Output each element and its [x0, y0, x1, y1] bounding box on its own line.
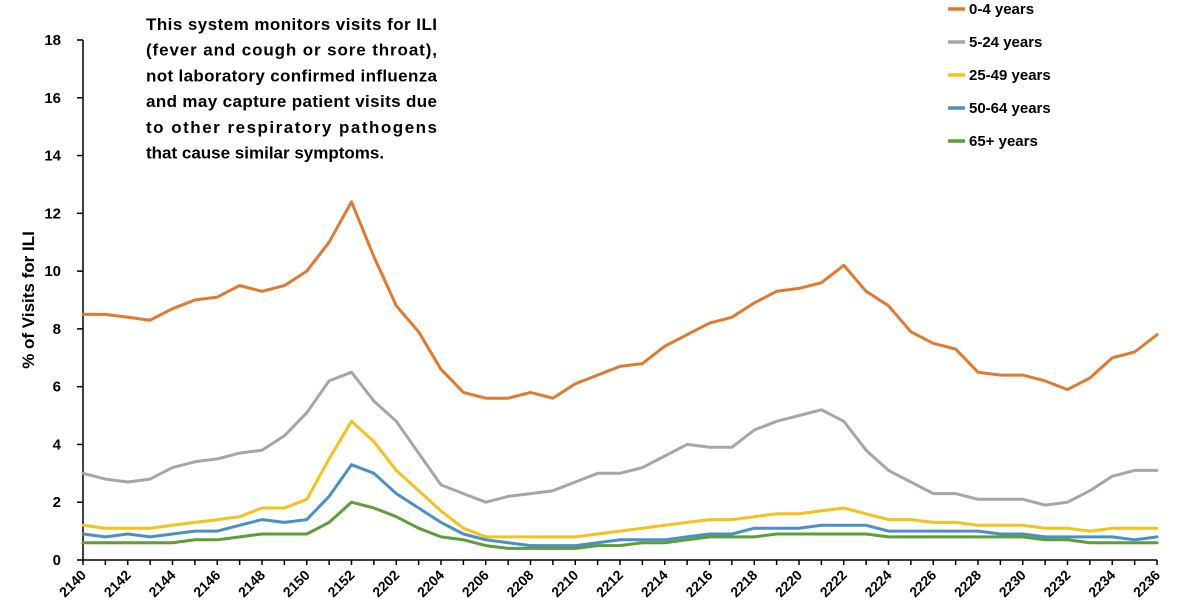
y-tick-label: 8	[53, 321, 61, 338]
x-tick-label: 2218	[727, 567, 760, 600]
x-tick-label: 2148	[235, 567, 268, 600]
x-tick-label: 2214	[638, 567, 671, 600]
y-tick-label: 4	[53, 436, 62, 453]
annotation-line: not laboratory confirmed influenza	[146, 66, 438, 85]
y-tick-label: 12	[44, 205, 61, 222]
legend-label-5-24-years: 5-24 years	[969, 34, 1042, 51]
x-tick-label: 2202	[369, 567, 402, 600]
y-tick-label: 16	[44, 90, 61, 107]
x-tick-label: 2232	[1040, 567, 1073, 600]
x-tick-label: 2150	[280, 567, 313, 600]
x-tick-label: 2208	[503, 567, 536, 600]
x-tick-label: 2226	[906, 567, 939, 600]
series-line-0-4-years	[81, 200, 1159, 400]
annotation-line: that cause similar symptoms.	[146, 144, 384, 163]
annotation-line: (fever and cough or sore throat),	[146, 41, 437, 60]
x-tick-label: 2216	[682, 567, 715, 600]
x-tick-label: 2210	[548, 567, 581, 600]
legend-label-50-64-years: 50-64 years	[969, 100, 1051, 117]
y-tick-label: 18	[44, 32, 61, 49]
x-tick-label: 2204	[414, 567, 447, 600]
y-tick-label: 14	[44, 148, 61, 165]
annotation-line: This system monitors visits for ILI	[146, 15, 437, 34]
x-axis-ticks: 2140 2142 2144 2146 2148 2150 2152 2202 2204 2206…	[56, 560, 1163, 600]
x-tick-label: 2234	[1085, 567, 1118, 600]
x-tick-label: 2212	[593, 567, 626, 600]
annotation-line: to other respiratory pathogens	[146, 118, 437, 137]
series-line-50-64-years	[81, 463, 1159, 548]
x-tick-label: 2224	[861, 567, 894, 600]
annotation-line: and may capture patient visits due	[146, 92, 437, 111]
x-tick-label: 2236	[1130, 567, 1163, 600]
y-axis-label: % of Visits for ILI	[19, 231, 38, 369]
y-axis-ticks: 0 2 4 6 8 10 12 14 16 18	[44, 32, 83, 569]
x-tick-label: 2222	[817, 567, 850, 600]
x-tick-label: 2140	[56, 567, 89, 600]
series-line-5-24-years	[81, 370, 1159, 507]
x-tick-label: 2152	[324, 567, 357, 600]
series-line-65-years	[81, 500, 1159, 550]
x-tick-label: 2220	[772, 567, 805, 600]
x-tick-label: 2206	[459, 567, 492, 600]
y-tick-label: 0	[53, 552, 61, 569]
legend: 0-4 years 5-24 years 25-49 years 50-64 year…	[948, 1, 1051, 150]
legend-label-0-4-years: 0-4 years	[969, 1, 1034, 18]
x-tick-label: 2230	[996, 567, 1029, 600]
x-tick-label: 2146	[190, 567, 223, 600]
annotation-note: This system monitors visits for ILI (feve…	[146, 15, 438, 163]
x-tick-label: 2228	[951, 567, 984, 600]
x-tick-label: 2142	[101, 567, 134, 600]
series-lines	[81, 200, 1159, 550]
x-tick-label: 2144	[145, 567, 178, 600]
y-tick-label: 2	[53, 494, 61, 511]
legend-label-65-years: 65+ years	[969, 133, 1038, 150]
y-tick-label: 6	[53, 379, 61, 396]
series-line-25-49-years	[81, 419, 1159, 539]
y-tick-label: 10	[44, 263, 61, 280]
legend-label-25-49-years: 25-49 years	[969, 67, 1051, 84]
